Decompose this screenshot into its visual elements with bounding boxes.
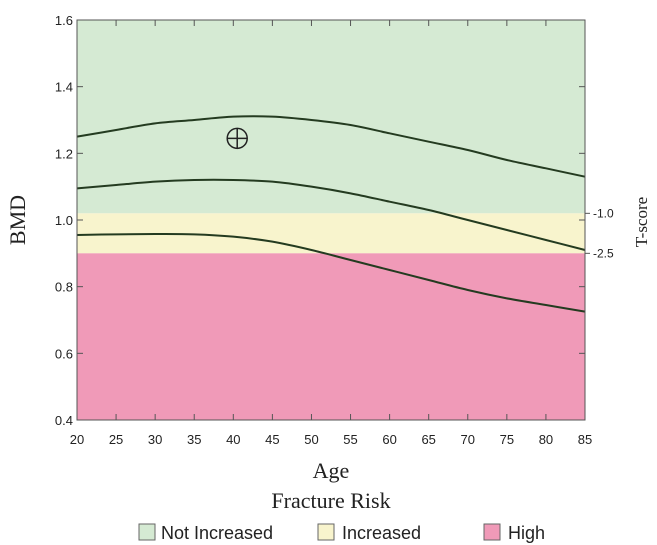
band-high (77, 253, 585, 420)
legend-swatch-increased (317, 523, 335, 541)
x-axis: 20 25 30 35 40 45 50 55 60 65 70 75 80 85 (70, 20, 592, 447)
x-tick-label: 85 (578, 432, 592, 447)
x-tick-label: 25 (109, 432, 123, 447)
t-score-tick-label: -1.0 (593, 206, 614, 220)
y-axis-title: BMD (5, 195, 30, 245)
t-score-axis-title: T-score (632, 197, 651, 247)
x-tick-label: 30 (148, 432, 162, 447)
x-tick-label: 65 (421, 432, 435, 447)
y-tick-label: 1.6 (55, 13, 73, 28)
reference-curve-1 (76, 115, 586, 178)
y-tick-label: 0.6 (55, 346, 73, 361)
t-score-tick-label: -2.5 (593, 246, 614, 260)
x-tick-label: 70 (461, 432, 475, 447)
x-tick-label: 40 (226, 432, 240, 447)
y-tick-label: 0.8 (55, 280, 73, 295)
x-axis-title: Age (313, 458, 350, 483)
y-tick-label: 1.0 (55, 213, 73, 228)
x-tick-label: 60 (382, 432, 396, 447)
x-tick-label: 35 (187, 432, 201, 447)
y-axis: 0.4 0.6 0.8 1.0 1.2 1.4 1.6 (55, 13, 585, 428)
x-tick-label: 45 (265, 432, 279, 447)
patient-marker (226, 127, 248, 150)
legend-swatch-not-increased (138, 523, 156, 541)
reference-curve-3 (76, 232, 586, 313)
y-tick-label: 1.2 (55, 146, 73, 161)
band-not-increased (77, 20, 585, 214)
x-tick-label: 55 (343, 432, 357, 447)
legend: Fracture Risk Not Increased Increased Hi… (138, 488, 545, 543)
legend-label-not-increased: Not Increased (161, 523, 273, 543)
y-tick-label: 1.4 (55, 80, 73, 95)
x-tick-label: 20 (70, 432, 84, 447)
legend-title: Fracture Risk (271, 488, 390, 513)
y-tick-label: 0.4 (55, 413, 73, 428)
reference-curve-2 (76, 178, 586, 251)
legend-label-high: High (508, 523, 545, 543)
reference-curves (76, 115, 586, 313)
legend-swatch-high (483, 523, 501, 541)
legend-label-increased: Increased (342, 523, 421, 543)
t-score-axis: -1.0 -2.5 (585, 206, 614, 260)
x-tick-label: 75 (500, 432, 514, 447)
x-tick-label: 50 (304, 432, 318, 447)
risk-bands (77, 20, 585, 420)
x-tick-label: 80 (539, 432, 553, 447)
